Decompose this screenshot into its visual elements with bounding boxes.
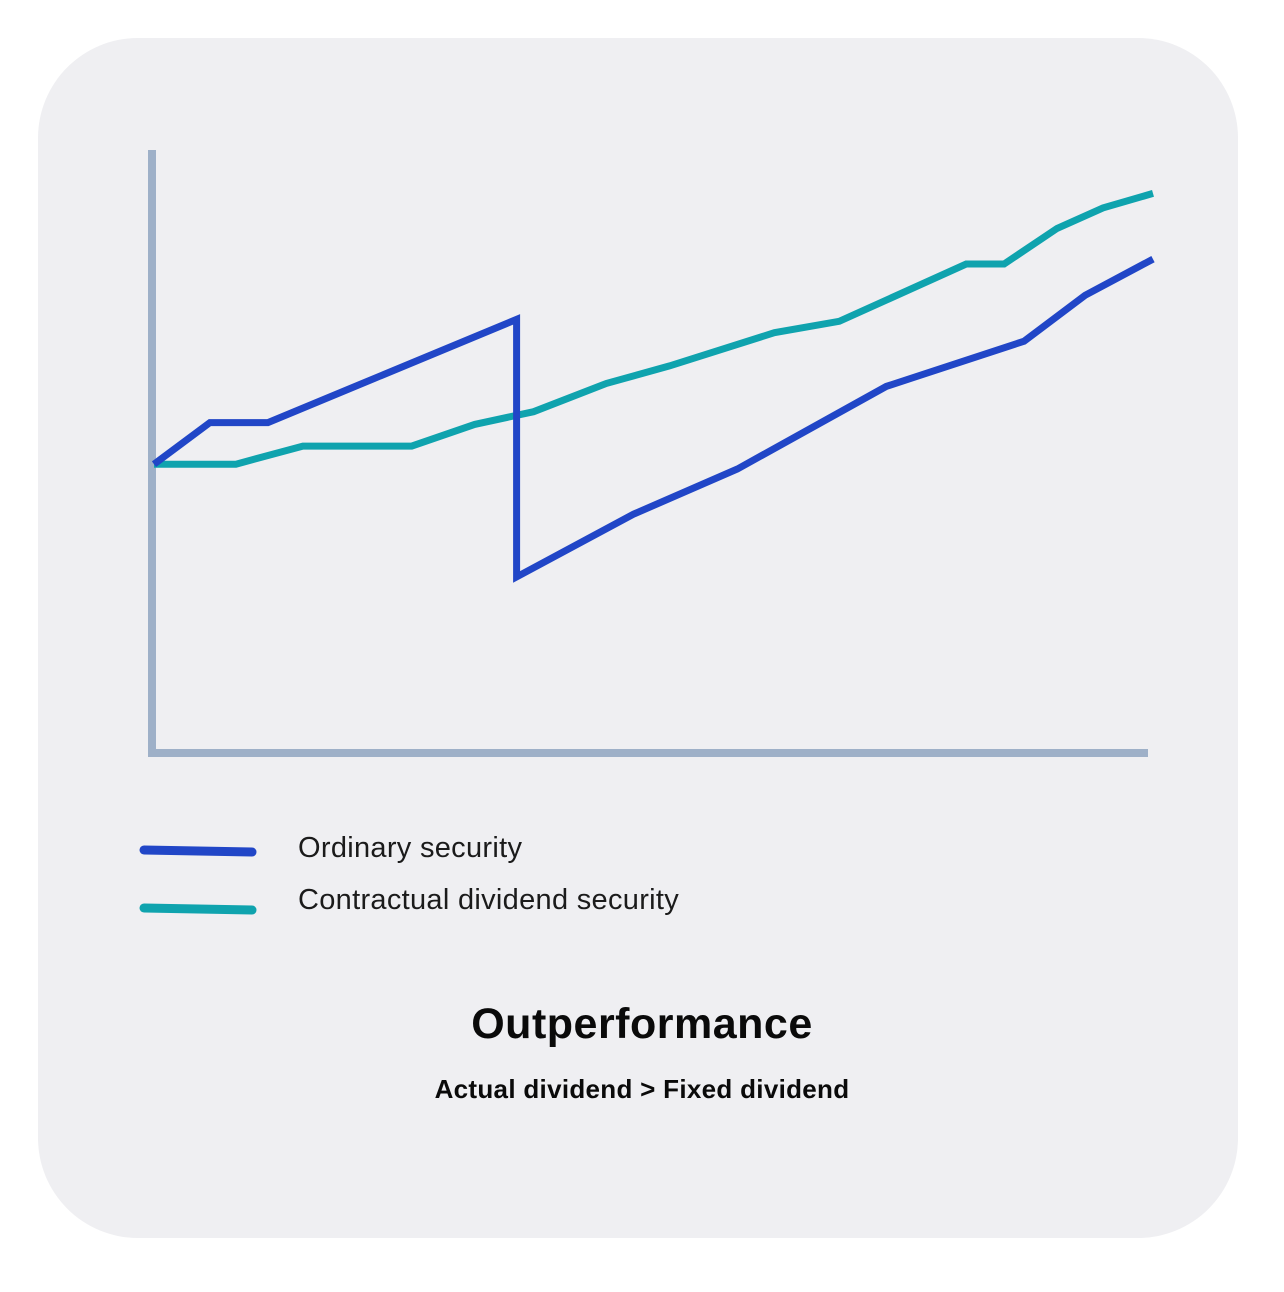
legend-swatch-contractual xyxy=(139,903,257,915)
series-line-ordinary xyxy=(151,256,1155,583)
legend-swatch-ordinary xyxy=(139,845,257,857)
legend-label-contractual: Contractual dividend security xyxy=(298,884,680,916)
chart-title: Outperformance xyxy=(471,1000,813,1048)
series-line-contractual xyxy=(154,190,1154,468)
chart-subtitle: Actual dividend > Fixed dividend xyxy=(434,1074,850,1104)
legend-label-ordinary: Ordinary security xyxy=(298,832,523,864)
